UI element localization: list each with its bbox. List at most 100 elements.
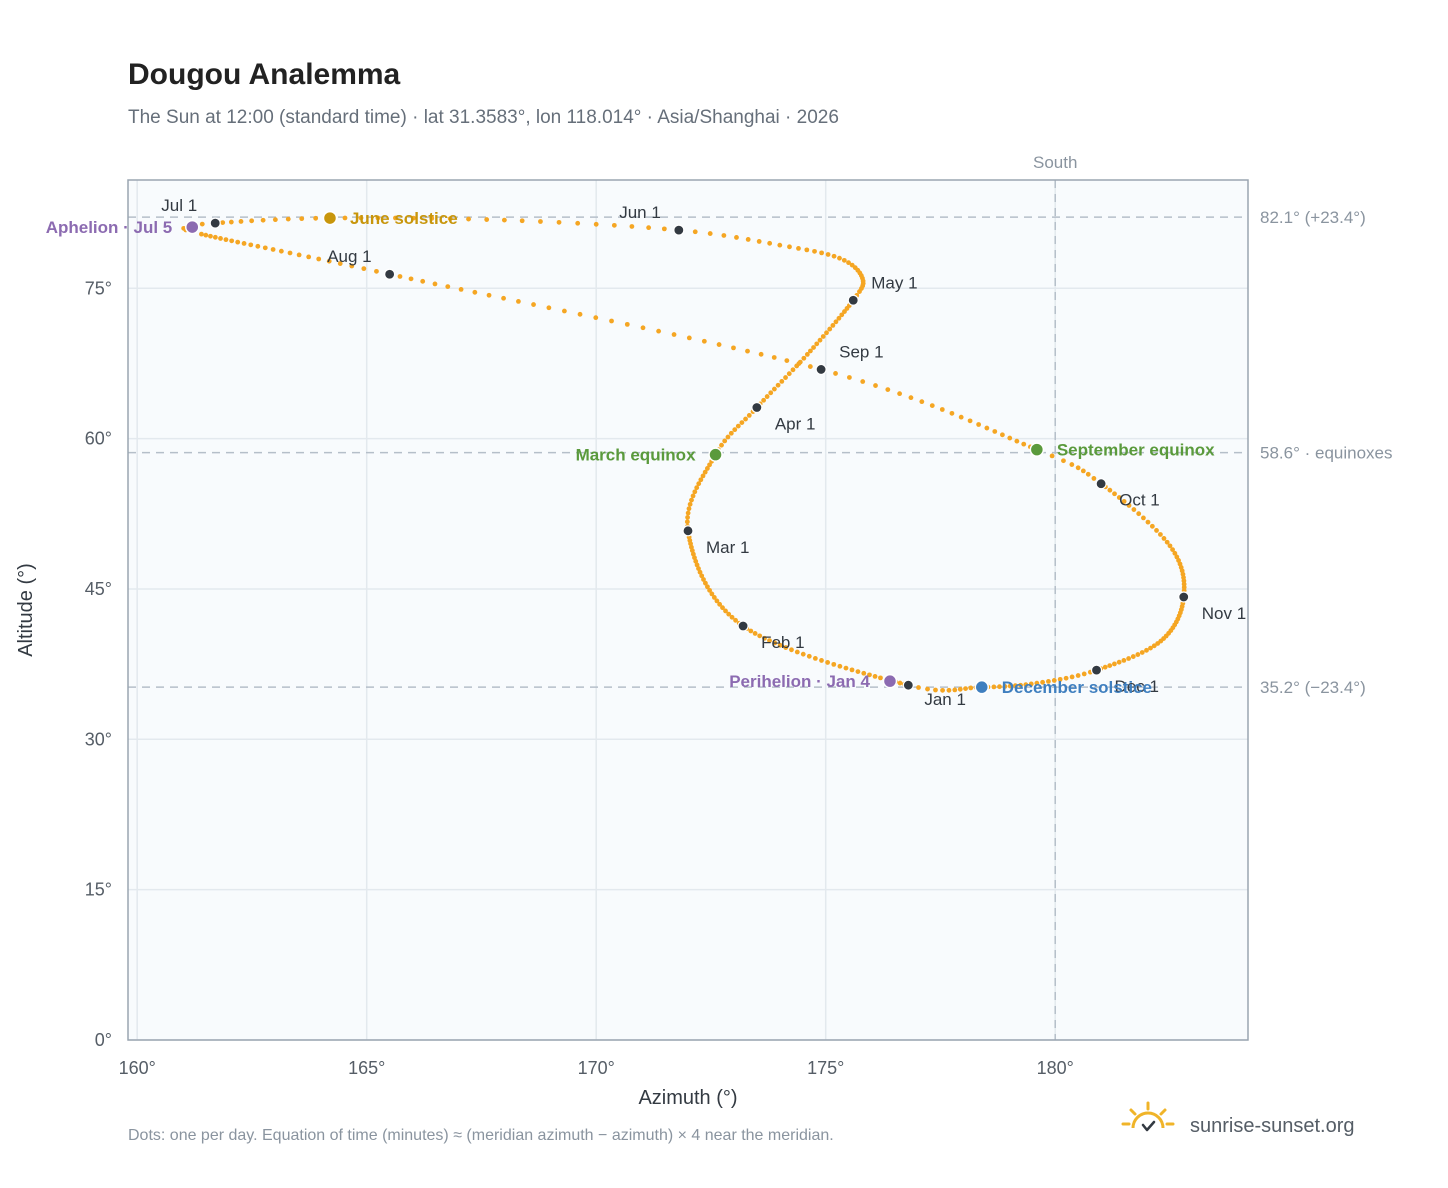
- x-tick-label: 180°: [1037, 1058, 1074, 1078]
- day-dot: [326, 258, 332, 264]
- day-dot: [218, 236, 223, 241]
- day-dot: [860, 379, 866, 384]
- event-label: December solstice: [1002, 678, 1152, 697]
- day-dot: [484, 217, 490, 222]
- day-dot: [411, 215, 416, 221]
- day-dot: [349, 263, 355, 269]
- day-dot: [784, 358, 790, 363]
- day-dot: [723, 608, 728, 614]
- day-dot: [694, 485, 700, 491]
- day-dot: [656, 328, 662, 334]
- day-dot: [1014, 438, 1020, 444]
- day-dot: [808, 348, 813, 354]
- day-dot: [758, 351, 764, 357]
- day-dot: [867, 672, 872, 678]
- brand-logo: sunrise-sunset.org: [1121, 1101, 1355, 1137]
- day-dot: [501, 217, 507, 223]
- day-dot: [796, 361, 802, 367]
- month-marker: [751, 401, 763, 414]
- day-dot: [646, 225, 652, 231]
- day-dot: [878, 675, 883, 681]
- day-dot: [752, 631, 758, 636]
- day-dot: [831, 661, 837, 667]
- day-dot: [819, 658, 824, 663]
- day-dot: [501, 295, 506, 301]
- day-dot: [946, 687, 952, 693]
- month-label: Oct 1: [1119, 491, 1160, 510]
- day-dot: [714, 598, 720, 604]
- day-dot: [696, 481, 702, 487]
- day-dot: [671, 332, 677, 337]
- day-dot: [831, 253, 837, 259]
- day-dot: [711, 595, 717, 600]
- day-dot: [761, 397, 767, 403]
- day-dot: [768, 390, 774, 396]
- day-dot: [839, 312, 845, 318]
- day-dot: [801, 355, 807, 361]
- day-dot: [794, 649, 800, 655]
- day-dot: [235, 239, 241, 245]
- day-dot: [1116, 659, 1122, 665]
- day-dot: [397, 274, 403, 279]
- y-tick-label: 15°: [85, 880, 112, 900]
- day-dot: [1091, 476, 1097, 481]
- day-dot: [717, 601, 723, 607]
- day-dot: [466, 216, 471, 222]
- day-dot: [701, 338, 707, 344]
- day-dot: [716, 342, 722, 347]
- day-dot: [771, 355, 777, 360]
- month-marker: [1178, 591, 1190, 603]
- day-dot: [361, 266, 367, 272]
- day-dot: [1148, 645, 1153, 651]
- day-dot: [800, 651, 806, 657]
- day-dot: [807, 364, 813, 369]
- day-dot: [1164, 539, 1170, 545]
- day-dot: [248, 242, 254, 248]
- day-dot: [779, 379, 785, 384]
- day-dot: [830, 323, 836, 328]
- reference-line-label: 58.6° · equinoxes: [1260, 444, 1393, 463]
- day-dot: [393, 215, 398, 221]
- day-dot: [777, 242, 783, 248]
- day-dot: [229, 238, 235, 244]
- day-dot: [241, 241, 247, 246]
- month-marker: [209, 217, 221, 229]
- day-dot: [1116, 495, 1122, 500]
- event-label: Perihelion · Jan 4: [729, 672, 870, 691]
- event-marker: [185, 219, 200, 235]
- day-dot: [287, 250, 293, 256]
- day-dot: [698, 477, 704, 483]
- day-dot: [1085, 471, 1091, 477]
- day-dot: [1170, 547, 1175, 552]
- day-dot: [814, 341, 820, 347]
- day-dot: [728, 430, 734, 436]
- day-dot: [772, 640, 778, 646]
- day-dot: [531, 302, 536, 307]
- chart-subtitle: The Sun at 12:00 (standard time) · lat 3…: [128, 107, 839, 128]
- day-dot: [1135, 652, 1141, 657]
- day-dot: [1000, 432, 1005, 438]
- reference-line-label: 82.1° (+23.4°): [1260, 208, 1366, 227]
- plot-area: [128, 180, 1248, 1040]
- day-dot: [203, 232, 209, 238]
- day-dot: [546, 305, 552, 311]
- day-dot: [764, 394, 770, 399]
- day-dot: [1121, 499, 1127, 504]
- day-dot: [1069, 462, 1075, 467]
- day-dot: [684, 519, 690, 525]
- day-dot: [836, 315, 842, 321]
- day-dot: [337, 261, 343, 266]
- day-dot: [952, 687, 958, 693]
- day-dot: [1007, 435, 1013, 441]
- month-label: Sep 1: [839, 342, 883, 361]
- y-tick-label: 75°: [85, 278, 112, 298]
- day-dot: [919, 399, 925, 405]
- day-dot: [861, 670, 867, 676]
- day-dot: [772, 386, 777, 392]
- day-dot: [1155, 641, 1161, 646]
- month-label: Nov 1: [1202, 604, 1246, 623]
- day-dot: [278, 248, 284, 254]
- day-dot: [849, 667, 855, 673]
- y-tick-label: 30°: [85, 729, 112, 749]
- event-label: Aphelion · Jul 5: [46, 218, 173, 237]
